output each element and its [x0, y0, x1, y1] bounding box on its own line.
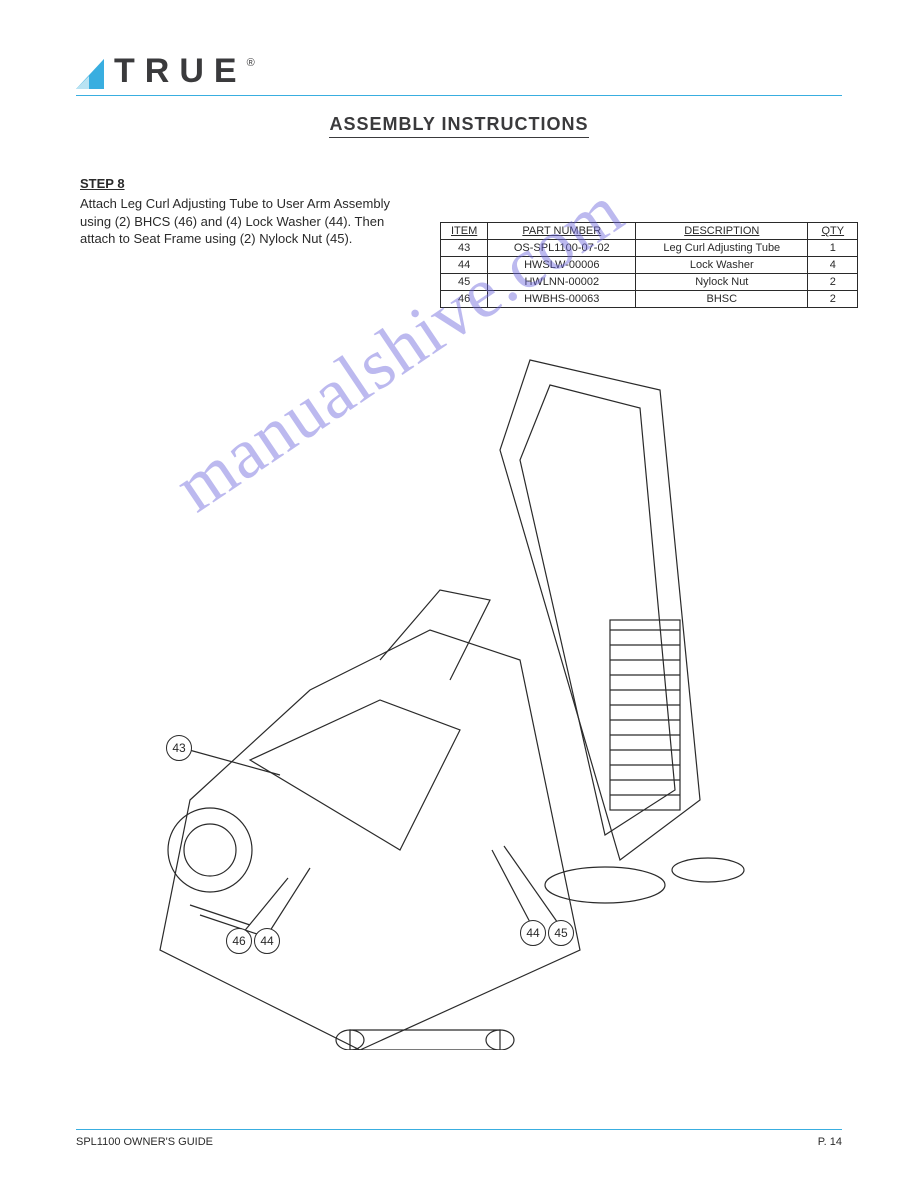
footer-right: P. 14 — [818, 1136, 842, 1148]
step-heading: STEP 8 — [80, 176, 842, 191]
brand-name: TRUE — [114, 52, 247, 91]
cell: Nylock Nut — [636, 274, 808, 291]
brand-logo: TRUE ® — [76, 52, 842, 91]
page-title: ASSEMBLY INSTRUCTIONS — [329, 114, 588, 138]
cell: 4 — [808, 257, 858, 274]
callout-43: 43 — [166, 735, 192, 761]
footer-left: SPL1100 OWNER'S GUIDE — [76, 1136, 213, 1148]
cell: Leg Curl Adjusting Tube — [636, 240, 808, 257]
cell: Lock Washer — [636, 257, 808, 274]
col-item: ITEM — [441, 223, 488, 240]
table-row: 45 HWLNN-00002 Nylock Nut 2 — [441, 274, 858, 291]
table-header-row: ITEM PART NUMBER DESCRIPTION QTY — [441, 223, 858, 240]
cell: 45 — [441, 274, 488, 291]
assembly-diagram: 43 44 46 44 45 — [100, 330, 820, 1050]
brand-mark-icon — [76, 59, 104, 89]
parts-table: ITEM PART NUMBER DESCRIPTION QTY 43 OS-S… — [440, 222, 858, 308]
cell: HWSLW-00006 — [488, 257, 636, 274]
brand-registered: ® — [247, 57, 255, 69]
page-footer: SPL1100 OWNER'S GUIDE P. 14 — [76, 1129, 842, 1148]
cell: 46 — [441, 291, 488, 308]
cell: 2 — [808, 274, 858, 291]
callout-44b: 44 — [520, 920, 546, 946]
cell: HWLNN-00002 — [488, 274, 636, 291]
machine-line-art-icon — [100, 330, 820, 1050]
cell: 43 — [441, 240, 488, 257]
callout-46: 46 — [226, 928, 252, 954]
callout-45: 45 — [548, 920, 574, 946]
col-part: PART NUMBER — [488, 223, 636, 240]
cell: OS-SPL1100-07-02 — [488, 240, 636, 257]
cell: HWBHS-00063 — [488, 291, 636, 308]
cell: 44 — [441, 257, 488, 274]
step-body: Attach Leg Curl Adjusting Tube to User A… — [80, 195, 410, 248]
table-row: 43 OS-SPL1100-07-02 Leg Curl Adjusting T… — [441, 240, 858, 257]
col-desc: DESCRIPTION — [636, 223, 808, 240]
cell: BHSC — [636, 291, 808, 308]
table-row: 44 HWSLW-00006 Lock Washer 4 — [441, 257, 858, 274]
callout-44: 44 — [254, 928, 280, 954]
footer-rule — [76, 1129, 842, 1130]
col-qty: QTY — [808, 223, 858, 240]
cell: 1 — [808, 240, 858, 257]
cell: 2 — [808, 291, 858, 308]
header-rule — [76, 95, 842, 96]
table-row: 46 HWBHS-00063 BHSC 2 — [441, 291, 858, 308]
